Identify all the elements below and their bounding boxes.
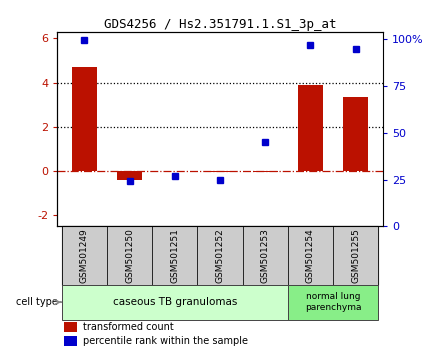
Bar xyxy=(298,85,323,171)
FancyBboxPatch shape xyxy=(198,226,242,285)
Text: GSM501252: GSM501252 xyxy=(216,228,224,283)
Bar xyxy=(64,322,77,332)
Text: percentile rank within the sample: percentile rank within the sample xyxy=(83,336,248,346)
Text: cell type: cell type xyxy=(16,297,58,307)
Text: GSM501253: GSM501253 xyxy=(261,228,270,283)
FancyBboxPatch shape xyxy=(288,285,378,320)
FancyBboxPatch shape xyxy=(62,285,288,320)
Text: GSM501251: GSM501251 xyxy=(170,228,179,283)
Text: transformed count: transformed count xyxy=(83,322,174,332)
Title: GDS4256 / Hs2.351791.1.S1_3p_at: GDS4256 / Hs2.351791.1.S1_3p_at xyxy=(104,18,336,31)
Bar xyxy=(208,171,232,172)
Bar xyxy=(64,336,77,346)
Text: GSM501249: GSM501249 xyxy=(80,228,89,283)
Bar xyxy=(117,171,142,180)
FancyBboxPatch shape xyxy=(62,226,107,285)
FancyBboxPatch shape xyxy=(333,226,378,285)
FancyBboxPatch shape xyxy=(152,226,198,285)
Bar xyxy=(253,171,278,172)
Text: GSM501255: GSM501255 xyxy=(351,228,360,283)
FancyBboxPatch shape xyxy=(288,226,333,285)
FancyBboxPatch shape xyxy=(107,226,152,285)
Bar xyxy=(343,97,368,171)
Bar xyxy=(72,67,97,171)
Text: caseous TB granulomas: caseous TB granulomas xyxy=(113,297,237,307)
Text: GSM501254: GSM501254 xyxy=(306,228,315,283)
Text: GSM501250: GSM501250 xyxy=(125,228,134,283)
FancyBboxPatch shape xyxy=(242,226,288,285)
Text: normal lung
parenchyma: normal lung parenchyma xyxy=(305,292,361,312)
